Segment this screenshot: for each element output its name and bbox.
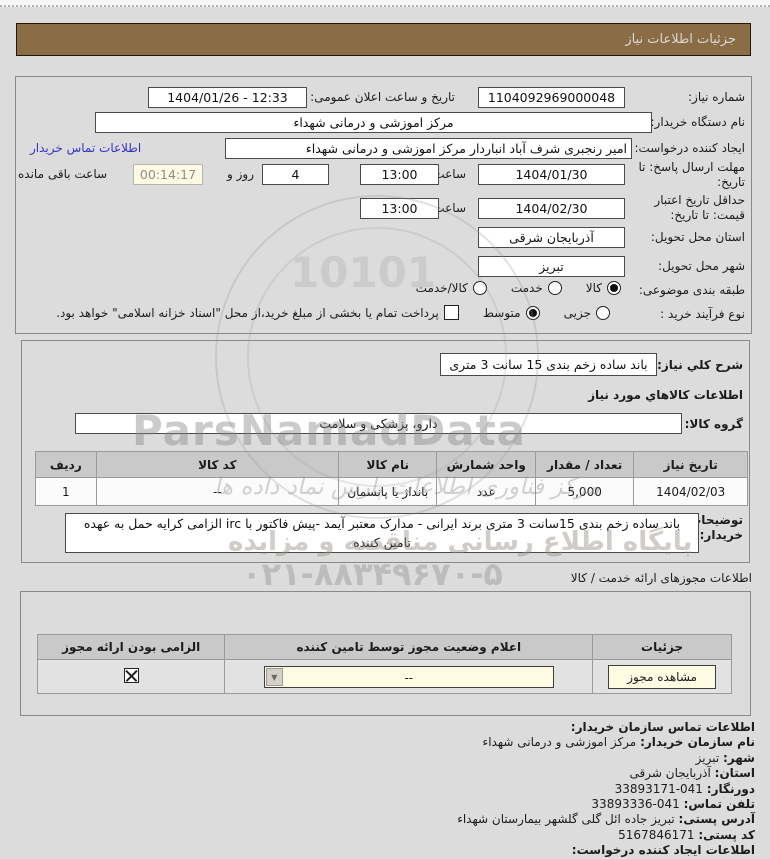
radio-goods-service-label: کالا/خدمت [415, 281, 468, 295]
goods-group-input[interactable]: دارو، پزشکی و سلامت [75, 413, 682, 434]
contact-title: اطلاعات تماس سازمان خریدار: [570, 720, 755, 734]
goods-col-qty: تعداد / مقدار [534, 451, 635, 478]
permits-section-title: اطلاعات مجوزهای ارائه خدمت / کالا [570, 571, 752, 585]
classification-label: طبقه بندی موضوعی: [638, 283, 745, 297]
buyer-contact-block: اطلاعات تماس سازمان خریدار: نام سازمان خ… [15, 720, 755, 859]
goods-table-header-row: تاریخ نیاز تعداد / مقدار واحد شمارش نام … [35, 451, 748, 478]
permits-cell-required [36, 659, 226, 694]
deadline-date-input[interactable]: 1404/01/30 [478, 164, 625, 185]
radio-medium-label: متوسط [482, 305, 521, 320]
buyer-contact-link[interactable]: اطلاعات تماس خریدار [30, 141, 142, 155]
goods-table-row: 1404/02/03 5,000 عدد بانداژ یا پانسمان -… [35, 477, 748, 506]
days-label: روز و [227, 167, 254, 181]
buyer-name-input[interactable]: مرکز اموزشی و درمانی شهداء [95, 112, 652, 133]
radio-medium[interactable] [525, 305, 540, 320]
goods-cell-need-date: 1404/02/03 [633, 477, 748, 506]
contact-line-city: شهر: تبریز [695, 750, 755, 765]
permits-panel: جزئیات اعلام وضعیت مجوز توسط تامین کننده… [20, 591, 751, 716]
chevron-down-icon[interactable]: ▼ [265, 667, 283, 686]
buyer-notes-box[interactable]: باند ساده زخم بندی 15سانت 3 متری برند ای… [65, 513, 699, 553]
deadline-hour-label: ساعت [433, 167, 466, 181]
treasury-checkbox[interactable] [443, 305, 459, 320]
goods-table: تاریخ نیاز تعداد / مقدار واحد شمارش نام … [35, 451, 748, 506]
treasury-checkbox-label: پرداخت تمام یا بخشی از مبلغ خرید،از محل … [56, 305, 439, 320]
time-remaining-input: 00:14:17 [133, 164, 203, 185]
creator-label: ایجاد کننده درخواست: [634, 141, 745, 155]
permits-table: جزئیات اعلام وضعیت مجوز توسط تامین کننده… [36, 634, 732, 694]
permits-cell-status: -- ▼ [224, 659, 594, 694]
buyer-notes-label: توضیحات خریدار: [689, 513, 743, 542]
page-title: جزئیات اطلاعات نیاز [16, 23, 751, 56]
validity-hour-input[interactable]: 13:00 [360, 198, 439, 219]
goods-cell-code: -- [95, 477, 340, 506]
need-number-label: شماره نیاز: [688, 90, 745, 104]
permits-col-details: جزئیات [592, 634, 732, 660]
days-remaining-input[interactable]: 4 [262, 164, 329, 185]
permits-cell-details: مشاهده مجوز [592, 659, 732, 694]
radio-goods[interactable] [607, 281, 621, 295]
need-description-panel: شرح کلي نیاز: باند ساده زخم بندی 15 سانت… [21, 340, 750, 563]
goods-group-label: گروه کالا: [684, 417, 743, 431]
goods-cell-name: بانداژ یا پانسمان [338, 477, 438, 506]
city-input[interactable]: تبریز [478, 256, 625, 277]
goods-col-name: نام کالا [338, 451, 438, 478]
announce-datetime-label: تاریخ و ساعت اعلان عمومی: [310, 90, 455, 104]
creator-input[interactable]: امیر رنجبری شرف آباد انباردار مرکز اموزش… [225, 138, 632, 159]
goods-info-title: اطلاعات کالاهاي مورد نیاز [588, 388, 743, 402]
summary-label: شرح کلي نیاز: [657, 358, 743, 372]
buyer-name-label: نام دستگاه خریدار: [650, 115, 746, 129]
summary-box[interactable]: باند ساده زخم بندی 15 سانت 3 متری [440, 353, 657, 376]
radio-goods-label: کالا [585, 281, 602, 295]
classification-options: کالا خدمت کالا/خدمت [392, 281, 621, 295]
need-details-panel: شماره نیاز: 1104092969000048 تاریخ و ساع… [15, 76, 752, 334]
announce-datetime-input[interactable]: 1404/01/26 - 12:33 [148, 87, 307, 108]
permit-status-dropdown[interactable]: -- ▼ [263, 665, 554, 688]
contact-line-postal: کد پستی: 5167846171 [618, 827, 755, 842]
permits-col-required: الزامی بودن ارائه مجوز [36, 634, 226, 660]
contact-line-fax: دورنگار: 33893171-041 [614, 781, 755, 796]
process-type-options: جزیی متوسط پرداخت تمام یا بخشی از مبلغ خ… [56, 305, 610, 320]
province-input[interactable]: آذربایجان شرقی [478, 227, 625, 248]
deadline-label: مهلت ارسال پاسخ: تا تاریخ: [638, 160, 745, 189]
goods-cell-row: 1 [35, 477, 97, 506]
deadline-hour-input[interactable]: 13:00 [360, 164, 439, 185]
province-label: استان محل تحویل: [650, 230, 745, 244]
contact-line-province: استان: آذربایجان شرقی [629, 766, 755, 781]
goods-col-need-date: تاریخ نیاز [633, 451, 748, 478]
city-label: شهر محل تحویل: [658, 259, 745, 273]
radio-service[interactable] [547, 281, 562, 295]
contact-line-creator-title: اطلاعات ایجاد کننده درخواست: [571, 843, 755, 858]
radio-service-label: خدمت [510, 281, 543, 295]
validity-hour-label: ساعت [433, 201, 466, 215]
permits-col-status: اعلام وضعیت مجوز توسط تامین کننده [224, 634, 594, 660]
need-number-input[interactable]: 1104092969000048 [478, 87, 625, 108]
permits-data-row: مشاهده مجوز -- ▼ [36, 659, 732, 694]
radio-goods-service[interactable] [472, 281, 487, 295]
contact-line-org: نام سازمان خریدار: مرکز اموزشی و درمانی … [482, 735, 755, 750]
goods-col-row: ردیف [35, 451, 97, 478]
permit-status-value: -- [404, 670, 414, 685]
top-dotted-divider [0, 0, 770, 7]
goods-cell-qty: 5,000 [534, 477, 635, 506]
goods-col-unit: واحد شمارش [436, 451, 536, 478]
process-type-label: نوع فرآیند خرید : [660, 307, 745, 321]
contact-line-phone: تلفن تماس: 33893336-041 [591, 797, 755, 812]
permit-required-checkbox[interactable] [123, 667, 139, 683]
view-permit-button[interactable]: مشاهده مجوز [608, 664, 717, 689]
permits-header-row: جزئیات اعلام وضعیت مجوز توسط تامین کننده… [36, 634, 732, 660]
validity-label: حداقل تاریخ اعتبار قیمت: تا تاریخ: [654, 193, 745, 222]
radio-partial-label: جزیی [563, 305, 591, 320]
remaining-label: ساعت باقی مانده [18, 167, 108, 181]
goods-cell-unit: عدد [436, 477, 536, 506]
validity-date-input[interactable]: 1404/02/30 [478, 198, 625, 219]
contact-line-address: آدرس پستی: تبریز جاده ائل گلی گلشهر بیما… [457, 812, 755, 827]
radio-partial[interactable] [596, 305, 610, 320]
goods-col-code: کد کالا [95, 451, 340, 478]
